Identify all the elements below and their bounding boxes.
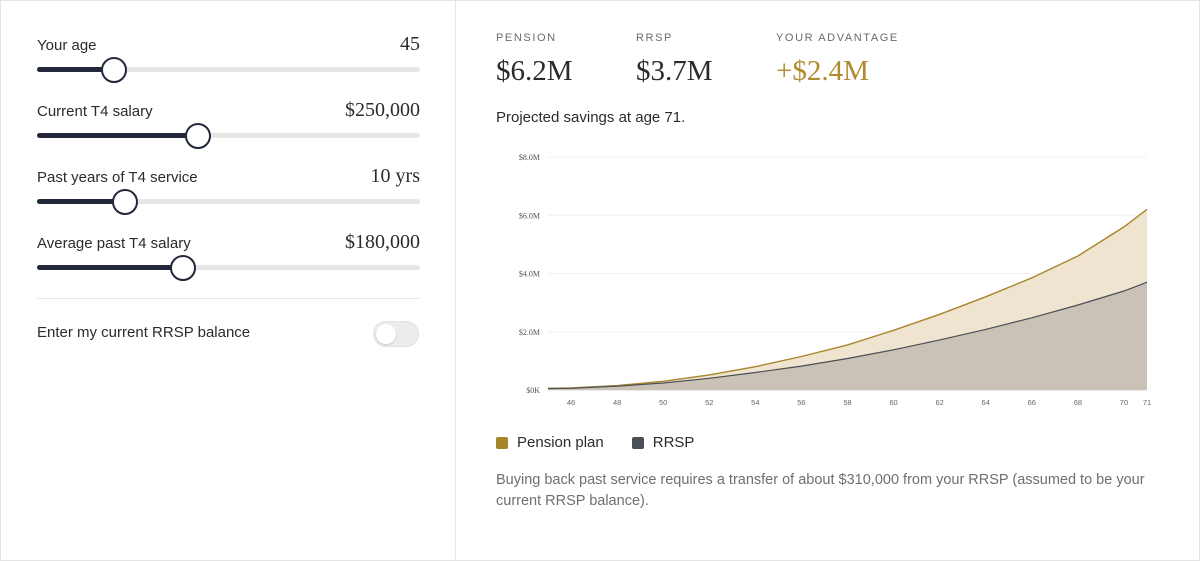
buyback-note: Buying back past service requires a tran… xyxy=(496,472,1145,509)
toggle-knob xyxy=(376,324,396,344)
x-tick-label: 70 xyxy=(1120,398,1128,407)
service-years-slider-track[interactable] xyxy=(37,189,420,215)
age-value: 45 xyxy=(400,33,420,55)
y-tick-label: $2.0M xyxy=(519,328,540,337)
salary-label: Current T4 salary xyxy=(37,103,153,120)
service-years-label: Past years of T4 service xyxy=(37,169,198,186)
salary-slider-fill xyxy=(37,133,198,138)
past-salary-slider-track[interactable] xyxy=(37,255,420,281)
x-tick-label: 58 xyxy=(843,398,851,407)
legend-item-rrsp: RRSP xyxy=(631,434,695,451)
x-tick-label: 60 xyxy=(889,398,897,407)
savings-chart: $0K $2.0M $4.0M $6.0M $8.0M 46 48 50 52 54 56 58 60 6… xyxy=(519,153,1151,407)
pension-stat: PENSION $6.2M xyxy=(496,32,573,88)
past-salary-value: $180,000 xyxy=(345,231,420,253)
advantage-stat-value: +$2.4M xyxy=(776,55,869,87)
rrsp-line xyxy=(547,281,1148,390)
legend-label-rrsp: RRSP xyxy=(652,434,695,451)
y-tick-label: $6.0M xyxy=(519,211,540,220)
past-salary-label: Average past T4 salary xyxy=(37,235,191,252)
x-tick-label: 71 xyxy=(1143,398,1151,407)
rrsp-balance-toggle-label: Enter my current RRSP balance xyxy=(37,324,251,341)
x-tick-label: 66 xyxy=(1028,398,1036,407)
x-tick-label: 68 xyxy=(1074,398,1082,407)
age-slider-track[interactable] xyxy=(37,57,420,83)
x-tick-label: 64 xyxy=(982,398,990,407)
age-slider-thumb[interactable] xyxy=(100,57,127,83)
legend-item-pension: Pension plan xyxy=(496,434,604,451)
service-years-slider-fill xyxy=(37,199,126,204)
y-tick-label: $4.0M xyxy=(519,270,540,279)
advantage-stat: YOUR ADVANTAGE +$2.4M xyxy=(776,32,899,88)
service-years-value: 10 yrs xyxy=(370,165,420,187)
section-divider xyxy=(37,298,420,299)
x-tick-label: 54 xyxy=(751,398,759,407)
pension-swatch xyxy=(496,436,508,449)
projection-caption: Projected savings at age 71. xyxy=(496,109,686,126)
x-tick-label: 52 xyxy=(705,398,713,407)
salary-slider-track[interactable] xyxy=(37,123,420,149)
rrsp-swatch xyxy=(631,436,644,449)
panel-divider xyxy=(455,0,456,561)
rrsp-stat: RRSP $3.7M xyxy=(636,32,713,88)
chart-legend: Pension plan RRSP xyxy=(496,434,722,451)
past-salary-slider-fill xyxy=(37,265,183,270)
legend-label-pension: Pension plan xyxy=(517,434,604,451)
rrsp-balance-toggle[interactable] xyxy=(373,321,419,347)
age-label: Your age xyxy=(37,37,97,54)
advantage-stat-label: YOUR ADVANTAGE xyxy=(776,32,899,44)
x-tick-label: 48 xyxy=(613,398,621,407)
x-tick-label: 50 xyxy=(659,398,667,407)
rrsp-stat-label: RRSP xyxy=(636,32,673,44)
rrsp-area xyxy=(548,282,1147,390)
salary-slider-thumb[interactable] xyxy=(184,123,211,149)
pension-stat-label: PENSION xyxy=(496,32,557,44)
age-slider-fill xyxy=(37,67,114,72)
pension-stat-value: $6.2M xyxy=(496,55,573,87)
x-tick-label: 46 xyxy=(567,398,575,407)
pension-line xyxy=(547,208,1148,390)
y-tick-label: $0K xyxy=(526,386,540,395)
rrsp-stat-value: $3.7M xyxy=(636,55,713,87)
service-years-slider-thumb[interactable] xyxy=(112,189,139,215)
salary-value: $250,000 xyxy=(345,99,420,121)
y-tick-label: $8.0M xyxy=(519,153,540,162)
x-tick-label: 56 xyxy=(797,398,805,407)
past-salary-slider-thumb[interactable] xyxy=(169,255,196,281)
x-tick-label: 62 xyxy=(935,398,943,407)
